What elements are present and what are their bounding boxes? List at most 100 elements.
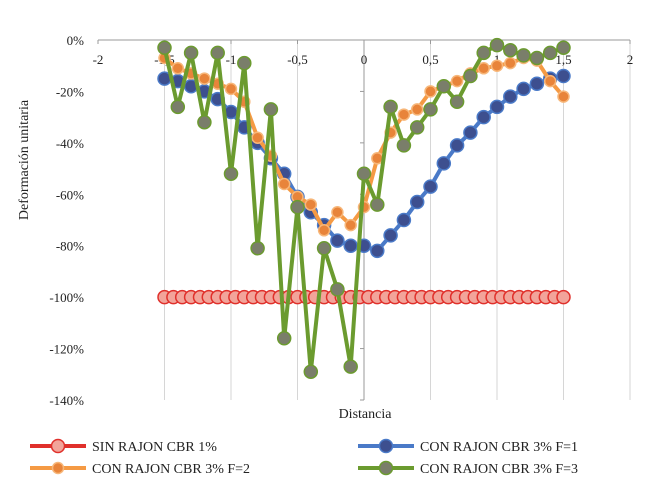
legend-label: CON RAJON CBR 3% F=3 <box>420 462 578 477</box>
data-point <box>556 68 571 84</box>
legend-label: CON RAJON CBR 3% F=1 <box>420 440 578 455</box>
legend-item-3: CON RAJON CBR 3% F=2 <box>30 461 250 477</box>
data-point <box>436 156 452 171</box>
data-point <box>343 359 358 374</box>
plot-area <box>157 37 571 379</box>
data-point <box>197 115 212 130</box>
data-point <box>383 228 398 243</box>
data-point <box>263 102 279 117</box>
data-point <box>424 85 437 98</box>
data-point <box>409 194 425 210</box>
y-tick-label: -60% <box>56 187 84 202</box>
data-point <box>370 243 385 259</box>
x-tick-label: 0 <box>361 52 368 67</box>
data-point <box>343 238 358 253</box>
data-point <box>171 62 185 75</box>
data-point <box>396 138 412 153</box>
data-point <box>503 43 518 58</box>
data-point <box>423 102 438 117</box>
data-point <box>396 212 412 228</box>
data-point <box>383 99 398 115</box>
data-point <box>397 108 411 121</box>
x-tick-label: 0,5 <box>422 52 438 67</box>
data-point <box>503 89 518 104</box>
data-point <box>330 282 345 297</box>
x-axis-title: Distancia <box>339 407 393 422</box>
data-point <box>516 81 531 97</box>
axes <box>97 39 631 401</box>
data-point <box>529 50 545 66</box>
data-point <box>463 68 478 84</box>
x-tick-label: -2 <box>93 52 104 67</box>
data-point <box>449 138 465 153</box>
data-point <box>370 197 385 212</box>
series-1 <box>157 289 571 305</box>
data-point <box>223 166 239 181</box>
y-tick-labels: 0% -20% -40% -60% -80% -100% -120% -140% <box>49 33 84 408</box>
legend-swatch-marker <box>378 438 394 454</box>
legend-swatch-marker <box>51 461 65 475</box>
data-point <box>237 55 252 71</box>
data-point <box>490 59 504 72</box>
y-tick-label: -20% <box>56 84 84 99</box>
data-point <box>344 218 357 232</box>
series-4 <box>157 37 571 379</box>
data-point <box>556 289 571 305</box>
legend-label: CON RAJON CBR 3% F=2 <box>92 462 250 477</box>
data-point <box>463 125 478 140</box>
legend-swatch-marker <box>378 460 394 476</box>
data-point <box>356 166 372 181</box>
y-tick-label: -40% <box>56 136 84 151</box>
data-point <box>198 72 211 85</box>
data-point <box>210 45 225 61</box>
data-point <box>224 82 238 96</box>
data-point <box>423 179 438 194</box>
data-point <box>251 131 264 144</box>
data-point <box>450 74 464 88</box>
legend-item-1: SIN RAJON CBR 1% <box>30 438 217 455</box>
data-point <box>409 120 425 135</box>
data-point <box>276 331 292 346</box>
x-tick-label: 1,5 <box>555 52 571 67</box>
data-point <box>170 99 186 115</box>
data-point <box>543 74 557 88</box>
data-point <box>476 45 491 61</box>
data-point <box>290 199 305 215</box>
x-tick-label: -0,5 <box>287 52 308 67</box>
y-tick-label: -140% <box>49 393 84 408</box>
series-2 <box>157 68 571 259</box>
y-tick-label: 0% <box>67 33 85 48</box>
y-tick-label: -100% <box>49 290 84 305</box>
y-axis-title: Deformación unitaria <box>17 99 32 220</box>
y-tick-label: -80% <box>56 239 84 254</box>
legend-item-2: CON RAJON CBR 3% F=1 <box>358 438 578 455</box>
legend-swatch-marker <box>50 438 66 454</box>
data-point <box>330 233 345 248</box>
data-point <box>557 90 570 103</box>
data-point <box>316 241 332 256</box>
data-point <box>317 224 331 237</box>
legend: SIN RAJON CBR 1% CON RAJON CBR 3% F=1 CON … <box>30 438 578 477</box>
data-point <box>489 99 505 115</box>
data-point <box>504 56 517 70</box>
data-point <box>304 198 318 211</box>
legend-label: SIN RAJON CBR 1% <box>92 440 217 455</box>
data-point <box>250 241 265 256</box>
data-point <box>476 109 491 125</box>
data-point <box>556 40 571 55</box>
data-point <box>477 62 490 75</box>
x-tick-label: -1 <box>226 52 237 67</box>
data-point <box>542 45 558 61</box>
data-point <box>277 177 291 191</box>
data-point <box>449 94 465 109</box>
data-point <box>183 45 199 61</box>
data-point <box>516 48 531 63</box>
data-point <box>489 37 505 53</box>
legend-item-4: CON RAJON CBR 3% F=3 <box>358 460 578 477</box>
data-point <box>529 76 545 91</box>
y-tick-label: -120% <box>49 342 84 357</box>
x-tick-label: 2 <box>627 52 634 67</box>
data-point <box>331 206 344 219</box>
data-point <box>410 103 424 116</box>
data-point <box>157 40 172 55</box>
